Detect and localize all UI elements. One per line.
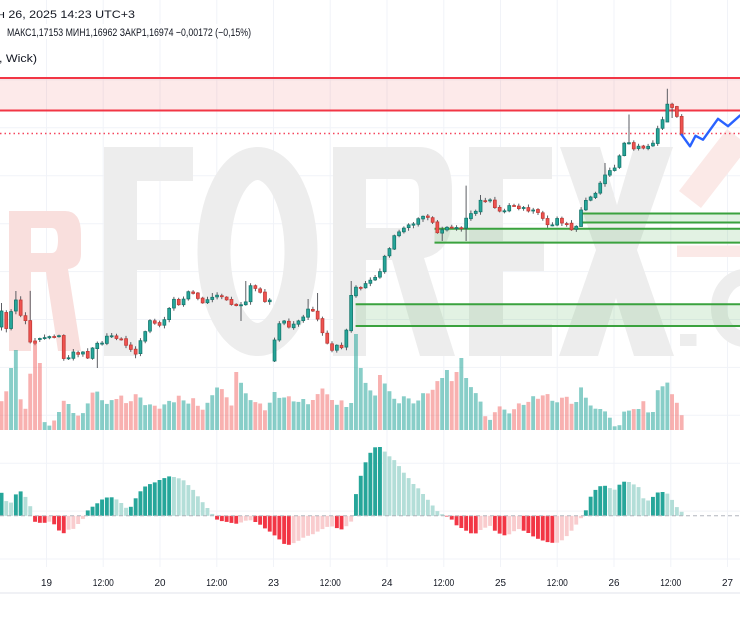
svg-text:27: 27 (722, 578, 733, 589)
svg-text:25: 25 (495, 578, 506, 589)
svg-text:23: 23 (268, 578, 279, 589)
svg-text:12:00: 12:00 (206, 578, 227, 589)
svg-text:12:00: 12:00 (433, 578, 454, 589)
svg-text:12:00: 12:00 (93, 578, 114, 589)
svg-text:26: 26 (609, 578, 620, 589)
svg-text:20: 20 (155, 578, 166, 589)
svg-text:12:00: 12:00 (320, 578, 341, 589)
svg-text:н 26, 2025 14:23 UTC+3: н 26, 2025 14:23 UTC+3 (0, 9, 135, 21)
svg-text:МАКС1,17153 МИН1,16962 ЗАКР1: МАКС1,17153 МИН1,16962 ЗАКР1,16974 −0,00… (7, 27, 251, 39)
svg-text:12:00: 12:00 (660, 578, 681, 589)
svg-text:12:00: 12:00 (547, 578, 568, 589)
svg-text:19: 19 (41, 578, 52, 589)
svg-text:24: 24 (382, 578, 393, 589)
svg-text:, Wick): , Wick) (0, 53, 37, 65)
